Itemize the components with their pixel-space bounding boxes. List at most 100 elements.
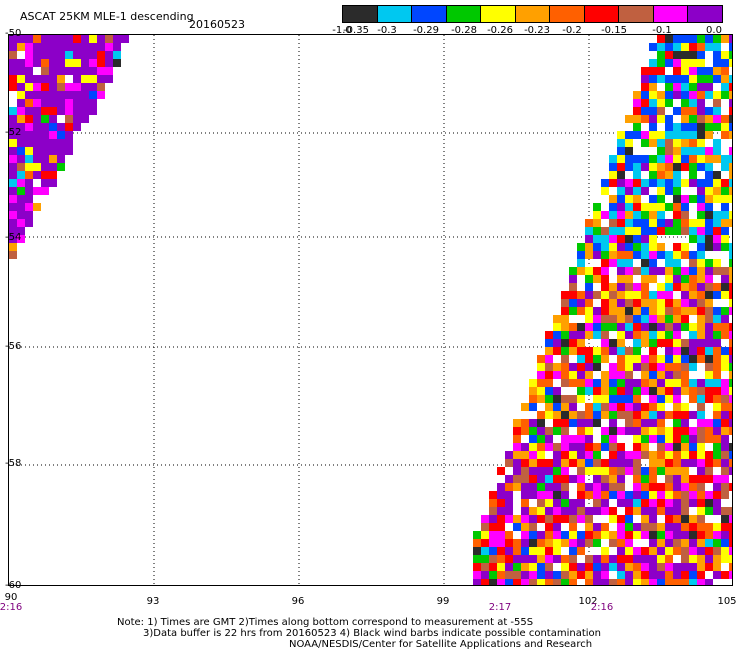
swath-cell xyxy=(585,387,593,395)
swath-cell xyxy=(641,379,649,387)
swath-cell xyxy=(609,475,617,483)
swath-cell xyxy=(673,315,681,323)
swath-cell xyxy=(633,499,641,507)
swath-cell xyxy=(497,531,505,539)
swath-cell xyxy=(713,123,721,131)
swath-cell xyxy=(617,211,625,219)
swath-cell xyxy=(633,267,641,275)
swath-cell xyxy=(665,507,673,515)
swath-cell xyxy=(601,259,609,267)
swath-cell xyxy=(649,171,657,179)
swath-cell xyxy=(681,115,689,123)
swath-cell xyxy=(713,451,721,459)
swath-cell xyxy=(649,435,657,443)
swath-cell xyxy=(601,251,609,259)
swath-cell xyxy=(17,195,25,203)
swath-cell xyxy=(649,379,657,387)
swath-cell xyxy=(553,547,561,555)
swath-cell xyxy=(593,331,601,339)
swath-cell xyxy=(609,243,617,251)
swath-cell xyxy=(577,467,585,475)
swath-cell xyxy=(665,443,673,451)
swath-cell xyxy=(705,555,713,563)
swath-cell xyxy=(57,123,65,131)
swath-cell xyxy=(689,179,697,187)
swath-cell xyxy=(577,411,585,419)
swath-cell xyxy=(697,187,705,195)
swath-cell xyxy=(721,539,729,547)
lat-label: -52 xyxy=(5,127,22,138)
swath-cell xyxy=(65,67,73,75)
swath-cell xyxy=(705,323,713,331)
swath-cell xyxy=(641,563,649,571)
swath-cell xyxy=(713,139,721,147)
swath-cell xyxy=(593,387,601,395)
swath-cell xyxy=(625,115,633,123)
swath-cell xyxy=(505,515,513,523)
swath-cell xyxy=(601,339,609,347)
swath-cell xyxy=(689,291,697,299)
swath-cell xyxy=(713,331,721,339)
swath-cell xyxy=(665,35,673,43)
swath-cell xyxy=(713,411,721,419)
swath-cell xyxy=(681,403,689,411)
swath-cell xyxy=(489,499,497,507)
swath-cell xyxy=(561,539,569,547)
swath-cell xyxy=(609,235,617,243)
swath-cell xyxy=(17,99,25,107)
swath-cell xyxy=(25,171,33,179)
swath-cell xyxy=(593,347,601,355)
swath-cell xyxy=(689,435,697,443)
swath-cell xyxy=(625,283,633,291)
swath-cell xyxy=(721,555,729,563)
swath-cell xyxy=(633,427,641,435)
swath-cell xyxy=(641,491,649,499)
swath-cell xyxy=(657,387,665,395)
swath-cell xyxy=(537,379,545,387)
swath-cell xyxy=(593,467,601,475)
swath-cell xyxy=(665,91,673,99)
swath-cell xyxy=(529,555,537,563)
swath-cell xyxy=(625,187,633,195)
swath-cell xyxy=(609,507,617,515)
swath-cell xyxy=(625,515,633,523)
swath-cell xyxy=(569,339,577,347)
swath-cell xyxy=(473,555,481,563)
swath-cell xyxy=(697,107,705,115)
swath-cell xyxy=(681,275,689,283)
swath-cell xyxy=(713,563,721,571)
swath-cell xyxy=(697,571,705,579)
swath-cell xyxy=(697,515,705,523)
swath-cell xyxy=(681,323,689,331)
swath-cell xyxy=(649,307,657,315)
swath-cell xyxy=(713,211,721,219)
swath-cell xyxy=(657,243,665,251)
swath-cell xyxy=(697,43,705,51)
swath-cell xyxy=(689,163,697,171)
swath-cell xyxy=(73,91,81,99)
swath-cell xyxy=(617,291,625,299)
swath-cell xyxy=(593,531,601,539)
swath-cell xyxy=(617,339,625,347)
swath-cell xyxy=(729,35,732,43)
swath-cell xyxy=(57,43,65,51)
swath-cell xyxy=(593,523,601,531)
swath-cell xyxy=(681,163,689,171)
swath-cell xyxy=(705,283,713,291)
swath-cell xyxy=(553,451,561,459)
swath-cell xyxy=(721,59,729,67)
swath-cell xyxy=(617,387,625,395)
swath-cell xyxy=(665,123,673,131)
swath-cell xyxy=(665,379,673,387)
swath-cell xyxy=(569,499,577,507)
swath-cell xyxy=(681,211,689,219)
swath-cell xyxy=(729,467,732,475)
swath-cell xyxy=(729,171,732,179)
swath-cell xyxy=(625,451,633,459)
colorbar-label: -0.3 xyxy=(377,25,397,36)
swath-cell xyxy=(561,491,569,499)
swath-cell xyxy=(673,571,681,579)
swath-cell xyxy=(713,419,721,427)
swath-cell xyxy=(593,539,601,547)
swath-cell xyxy=(705,355,713,363)
